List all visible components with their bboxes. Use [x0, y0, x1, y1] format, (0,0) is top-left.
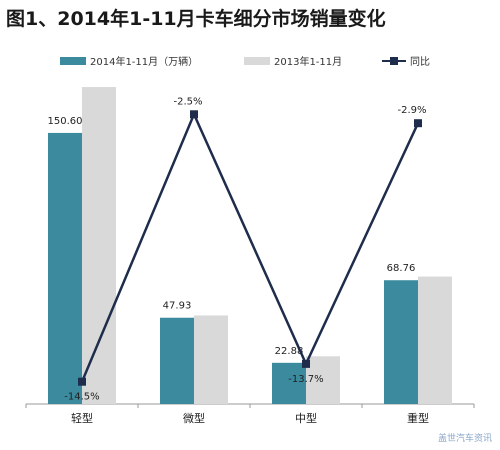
yoy-label-3: -13.7% [288, 374, 323, 385]
watermark-text: 盖世汽车资讯 [437, 434, 492, 444]
chart-title: 图1、2014年1-11月卡车细分市场销量变化 [6, 8, 386, 30]
data-label-2014-1: 150.60 [48, 116, 83, 127]
x-tick-label-2: 微型 [183, 411, 205, 425]
legend-swatch-2014 [60, 57, 86, 65]
data-label-2014-2: 47.93 [163, 301, 192, 312]
bar-2014-3 [272, 362, 306, 404]
legend-label-2014: 2014年1-11月（万辆） [90, 55, 198, 68]
yoy-marker-3 [302, 359, 310, 368]
yoy-marker-2 [190, 110, 198, 119]
yoy-label-2: -2.5% [173, 96, 202, 107]
bar-2013-1 [82, 87, 116, 405]
x-tick-label-1: 轻型 [71, 411, 93, 425]
yoy-marker-1 [78, 377, 86, 386]
x-tick-label-3: 中型 [295, 411, 317, 425]
bar-2013-3 [306, 356, 340, 404]
legend-label-yoy: 同比 [410, 56, 430, 68]
chart-legend: 2014年1-11月（万辆） 2013年1-11月 同比 [60, 55, 430, 68]
yoy-line [80, 111, 420, 383]
legend-label-2013: 2013年1-11月 [274, 55, 342, 68]
data-label-2014-4: 68.76 [387, 263, 416, 274]
x-tick-label-4: 重型 [407, 411, 429, 425]
bar-2014-2 [160, 317, 194, 404]
plot-area: 150.60 轻型 47.93 微型 22.88 中型 68.76 重型 -14.5% -2.5%… [25, 87, 475, 425]
bar-2014-4 [384, 280, 418, 404]
bar-2013-2 [194, 315, 228, 404]
bar-2013-4 [418, 276, 452, 404]
bar-2014-1 [48, 132, 82, 405]
yoy-label-1: -14.5% [64, 392, 99, 403]
legend-marker-yoy [390, 57, 398, 65]
legend-swatch-2013 [244, 57, 270, 65]
yoy-marker-4 [414, 119, 422, 128]
yoy-label-4: -2.9% [397, 105, 426, 116]
data-label-2014-3: 22.88 [275, 346, 304, 357]
